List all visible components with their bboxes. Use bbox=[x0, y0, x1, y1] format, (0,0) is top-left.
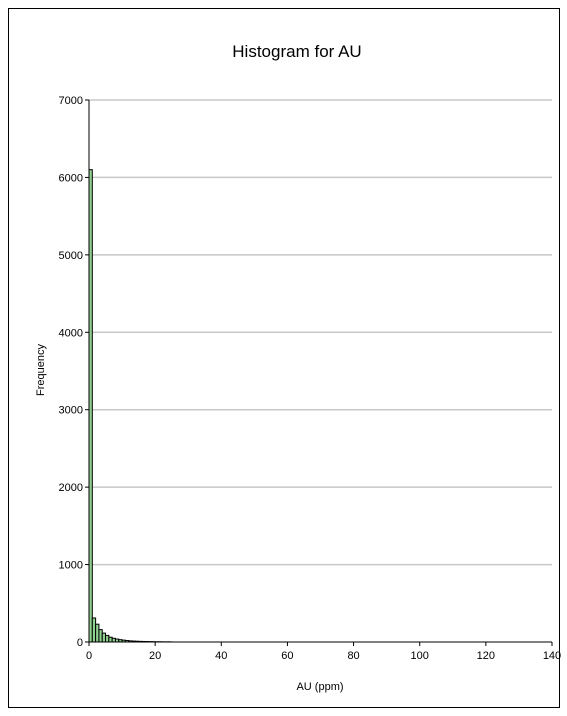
x-tick-label: 40 bbox=[215, 650, 227, 662]
y-tick-label: 5000 bbox=[59, 250, 83, 262]
y-tick-label: 2000 bbox=[59, 482, 83, 494]
y-tick-label: 4000 bbox=[59, 327, 83, 339]
axes bbox=[85, 99, 553, 646]
x-axis-label: AU (ppm) bbox=[296, 681, 343, 693]
y-tick-labels: 0 1000 2000 3000 4000 5000 6000 7000 bbox=[59, 95, 83, 649]
x-tick-labels: 0 20 40 60 80 100 120 140 bbox=[86, 650, 561, 662]
grid-lines bbox=[89, 99, 552, 566]
x-tick-label: 80 bbox=[347, 650, 359, 662]
x-tick-label: 140 bbox=[543, 650, 561, 662]
chart-frame bbox=[8, 8, 560, 708]
y-tick-label: 7000 bbox=[59, 95, 83, 107]
histogram-bars bbox=[88, 169, 173, 643]
y-tick-label: 6000 bbox=[59, 172, 83, 184]
x-tick-label: 120 bbox=[477, 650, 495, 662]
x-tick-label: 0 bbox=[86, 650, 92, 662]
chart-title: Histogram for AU bbox=[232, 42, 361, 61]
y-tick-label: 1000 bbox=[59, 560, 83, 572]
y-axis-label: Frequency bbox=[35, 344, 47, 396]
y-tick-label: 3000 bbox=[59, 405, 83, 417]
x-tick-label: 20 bbox=[149, 650, 161, 662]
x-tick-label: 60 bbox=[281, 650, 293, 662]
x-tick-label: 100 bbox=[411, 650, 429, 662]
y-tick-label: 0 bbox=[77, 637, 83, 649]
